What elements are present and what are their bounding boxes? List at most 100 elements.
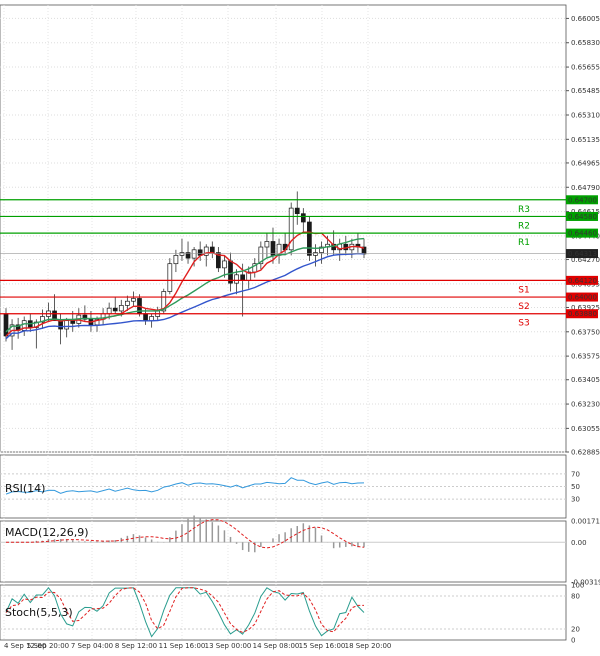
candle-body xyxy=(191,249,197,259)
candle-body xyxy=(70,320,76,324)
candle-body xyxy=(173,255,179,265)
macd-tick-label: 0.001714 xyxy=(571,518,600,526)
stoch-tick-label: 0 xyxy=(571,637,575,645)
candle-body xyxy=(300,213,306,223)
macd-tick-label: -0.003195 xyxy=(571,579,600,587)
candle-body xyxy=(216,252,221,269)
candle-body xyxy=(185,252,191,259)
pivot-price-tag xyxy=(566,309,598,319)
y-tick-label: 0.65135 xyxy=(571,136,600,144)
candle-body xyxy=(209,246,215,253)
candle-body xyxy=(143,313,148,322)
pivot-level-label: S3 xyxy=(518,319,529,329)
candle-body xyxy=(3,313,9,337)
pivot-level-label: R3 xyxy=(518,205,530,215)
y-tick-label: 0.65830 xyxy=(571,39,600,47)
y-tick-label: 0.63405 xyxy=(571,376,600,384)
pane-frame xyxy=(0,454,567,519)
candle-body xyxy=(258,246,264,265)
stoch-d-line xyxy=(5,587,364,634)
y-tick-label: 0.63230 xyxy=(571,401,600,409)
ma-fast-line xyxy=(5,231,365,337)
pivot-level-label: S1 xyxy=(518,285,529,295)
pivot-price-label: 0.64700 xyxy=(568,196,597,204)
stoch-tick-label: 80 xyxy=(571,593,580,601)
candle-body xyxy=(264,241,270,248)
pivot-price-label: 0.64460 xyxy=(568,230,597,238)
x-tick-label: 8 Sep 12:00 xyxy=(115,642,157,650)
pane-frame xyxy=(0,584,567,641)
stoch-tick-label: 100 xyxy=(571,582,584,590)
current-price-label: 0.64313 xyxy=(568,250,597,258)
x-tick-label: 11 Sep 16:00 xyxy=(159,642,206,650)
macd-title: MACD(12,26,9) xyxy=(5,526,89,539)
x-tick-label: 18 Sep 20:00 xyxy=(345,642,392,650)
y-tick-label: 0.65485 xyxy=(571,87,600,95)
candle-body xyxy=(240,274,245,281)
pivot-price-tag xyxy=(566,275,598,285)
pivot-price-tag xyxy=(566,228,598,238)
stoch-tick-label: 20 xyxy=(571,626,580,634)
candle-body xyxy=(33,321,39,328)
y-tick-label: 0.63925 xyxy=(571,304,600,312)
candle-body xyxy=(307,221,312,256)
pivot-price-tag xyxy=(566,211,598,221)
x-tick-label: 15 Sep 16:00 xyxy=(299,642,346,650)
candle-body xyxy=(64,320,70,330)
candle-body xyxy=(288,207,294,251)
pivot-price-tag xyxy=(566,195,598,205)
x-tick-label: 13 Sep 00:00 xyxy=(205,642,252,650)
candle-body xyxy=(234,274,239,284)
rsi-tick-label: 50 xyxy=(571,483,580,491)
y-tick-label: 0.63750 xyxy=(571,328,600,336)
candle-body xyxy=(222,260,227,269)
y-tick-label: 0.63055 xyxy=(571,425,600,433)
y-tick-label: 0.65655 xyxy=(571,64,600,72)
candle-body xyxy=(179,252,185,256)
pivot-price-label: 0.64580 xyxy=(568,213,597,221)
pivot-level-label: R2 xyxy=(518,221,530,231)
candle-body xyxy=(52,310,57,322)
candle-body xyxy=(203,246,209,256)
candle-body xyxy=(313,252,318,256)
rsi-tick-label: 30 xyxy=(571,496,580,504)
pivot-level-label: R1 xyxy=(518,238,530,248)
candle-body xyxy=(361,246,367,255)
y-tick-label: 0.64790 xyxy=(571,184,600,192)
y-tick-label: 0.63575 xyxy=(571,353,600,361)
candle-body xyxy=(40,316,45,323)
pivot-price-label: 0.64000 xyxy=(568,294,597,302)
y-tick-label: 0.64270 xyxy=(571,256,600,264)
y-tick-label: 0.65310 xyxy=(571,112,600,120)
candle-body xyxy=(125,300,130,306)
candle-body xyxy=(118,305,124,312)
candle-body xyxy=(319,246,324,253)
candle-body xyxy=(112,307,118,312)
candle-body xyxy=(161,291,167,312)
candle-body xyxy=(82,314,88,320)
pane-frame xyxy=(0,4,567,453)
macd-tick-label: 0.00 xyxy=(571,539,587,547)
candle-body xyxy=(106,307,112,315)
pivot-price-label: 0.63880 xyxy=(568,310,597,318)
candle-body xyxy=(294,207,300,215)
macd-signal-line xyxy=(6,519,365,549)
rsi-title: RSI(14) xyxy=(5,482,45,495)
candle-body xyxy=(131,298,136,302)
pane-frame xyxy=(0,520,567,583)
pivot-price-label: 0.64120 xyxy=(568,277,597,285)
x-tick-label: 7 Sep 04:00 xyxy=(71,642,113,650)
current-price-tag xyxy=(566,249,598,259)
x-tick-label: 14 Sep 08:00 xyxy=(253,642,300,650)
rsi-tick-label: 70 xyxy=(571,470,580,478)
x-tick-label: 5 Sep 20:00 xyxy=(27,642,69,650)
y-tick-label: 0.64965 xyxy=(571,159,600,167)
candle-body xyxy=(167,263,173,292)
x-tick-label: 4 Sep 12:00 xyxy=(4,642,46,650)
y-tick-label: 0.66005 xyxy=(571,15,600,23)
rsi-line xyxy=(5,477,365,495)
ma-slowest-line xyxy=(5,252,365,340)
pivot-level-label: S2 xyxy=(518,302,529,312)
